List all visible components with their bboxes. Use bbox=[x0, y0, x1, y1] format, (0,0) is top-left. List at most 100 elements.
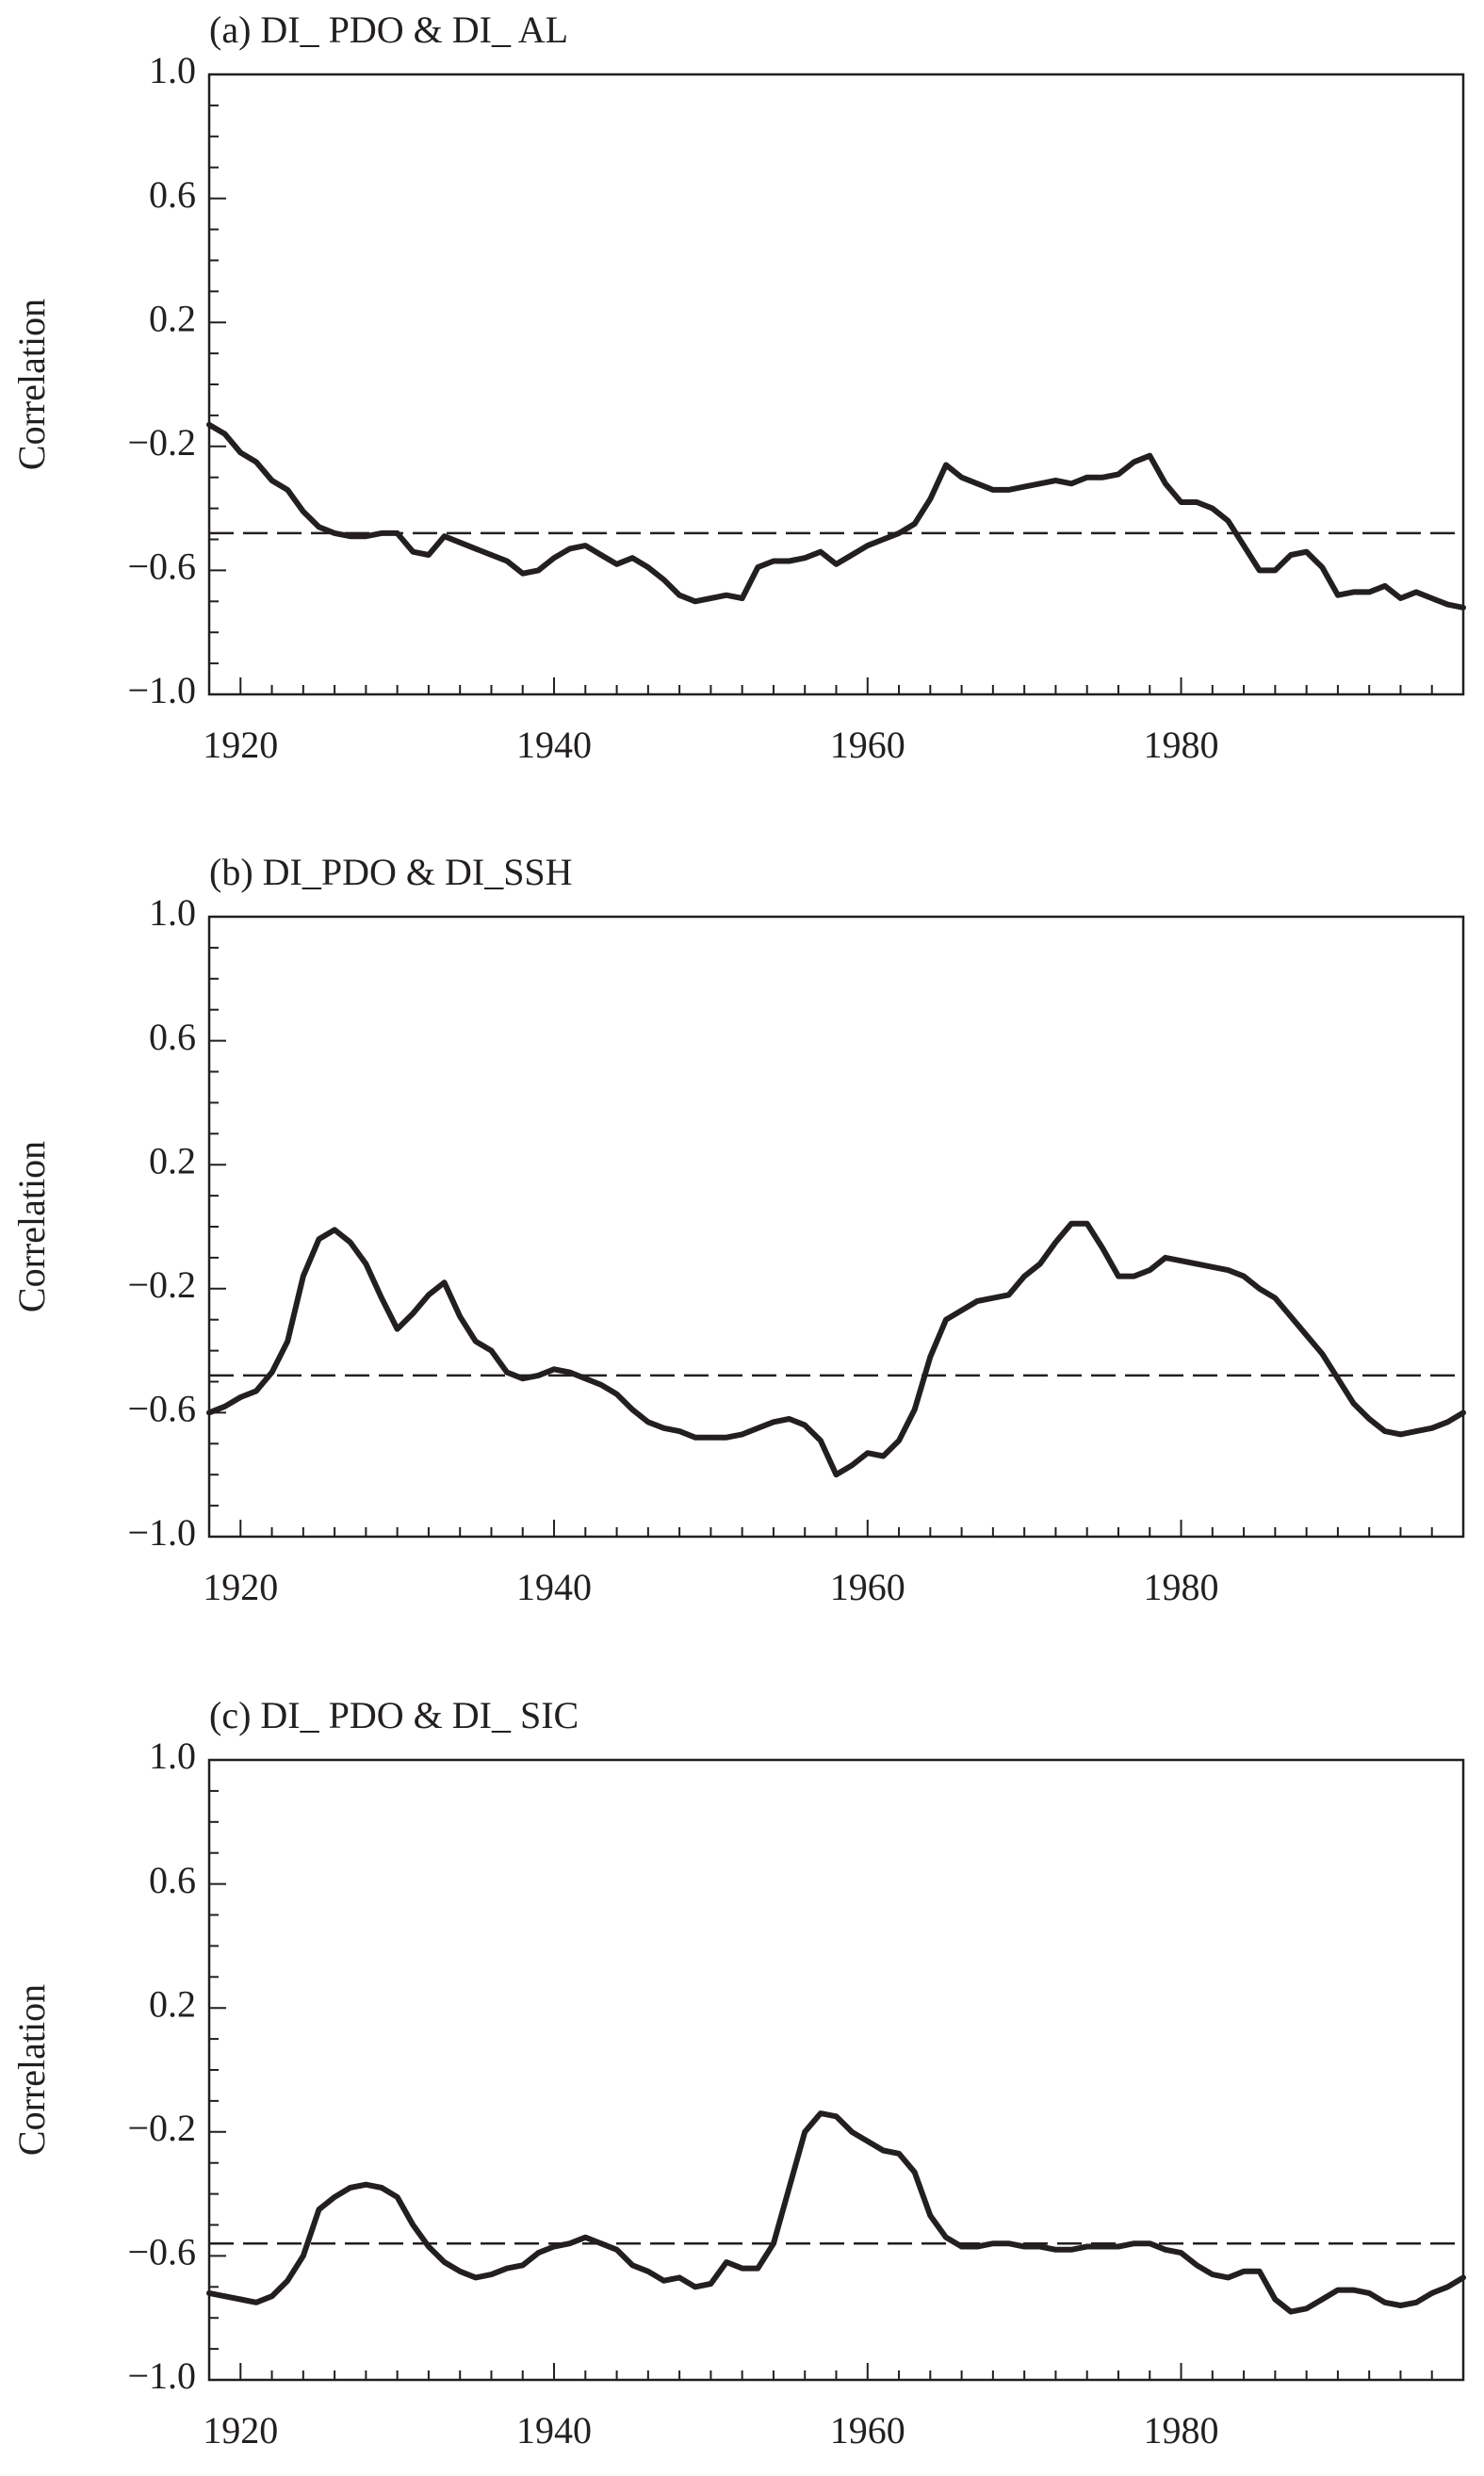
data-point bbox=[411, 1311, 415, 1315]
data-point bbox=[1430, 596, 1434, 600]
data-point bbox=[411, 2224, 415, 2226]
data-point bbox=[1289, 553, 1293, 557]
panel-c: (c) DI_ PDO & DI_ SIC Correlation 1.0 0.6 0.… bbox=[10, 1694, 1466, 2452]
data-point bbox=[1007, 488, 1010, 492]
x-tick-label: 1940 bbox=[516, 1566, 592, 1608]
x-tick-label: 1980 bbox=[1144, 724, 1219, 766]
data-point bbox=[1117, 2245, 1120, 2248]
x-tick-label: 1960 bbox=[830, 1566, 905, 1608]
data-point bbox=[709, 596, 712, 600]
data-point bbox=[1399, 1432, 1402, 1436]
data-point bbox=[396, 1328, 400, 1331]
data-point bbox=[474, 2275, 478, 2279]
data-point bbox=[254, 1389, 258, 1393]
data-point bbox=[741, 596, 744, 600]
data-point bbox=[318, 525, 320, 529]
y-tick-label: 1.0 bbox=[149, 49, 196, 91]
data-point bbox=[960, 2245, 964, 2248]
data-point bbox=[835, 562, 838, 566]
data-point bbox=[1226, 519, 1230, 523]
data-point bbox=[1273, 2298, 1277, 2301]
data-point bbox=[583, 1376, 587, 1380]
data-point bbox=[1258, 568, 1262, 572]
data-point bbox=[333, 2195, 336, 2199]
data-point bbox=[693, 1436, 697, 1440]
data-point bbox=[1069, 481, 1073, 485]
data-point bbox=[1289, 1314, 1293, 1318]
data-point bbox=[1320, 565, 1324, 569]
data-point bbox=[881, 538, 885, 541]
data-point bbox=[270, 1371, 274, 1375]
data-point bbox=[505, 560, 509, 562]
data-point bbox=[662, 2279, 665, 2283]
data-point bbox=[1038, 481, 1042, 485]
panel-title: (a) DI_ PDO & DI_ AL bbox=[209, 8, 568, 51]
data-point bbox=[1305, 2306, 1309, 2310]
data-point bbox=[1352, 1402, 1355, 1405]
data-point bbox=[866, 2140, 870, 2143]
data-point bbox=[1320, 1352, 1324, 1356]
y-tick-label: 0.2 bbox=[149, 297, 196, 339]
x-tick-label: 1980 bbox=[1144, 1566, 1219, 1608]
data-point bbox=[1305, 1333, 1309, 1337]
data-point bbox=[630, 556, 634, 560]
data-point bbox=[1258, 2270, 1262, 2273]
data-point bbox=[223, 2294, 227, 2298]
data-point bbox=[1352, 2289, 1355, 2292]
data-point bbox=[693, 599, 697, 603]
data-point bbox=[411, 550, 415, 554]
data-point bbox=[536, 1374, 540, 1377]
data-point bbox=[850, 553, 854, 557]
data-point bbox=[756, 2267, 759, 2271]
data-point bbox=[505, 1371, 509, 1375]
data-point bbox=[333, 531, 336, 535]
data-point bbox=[819, 550, 823, 554]
data-point bbox=[850, 2130, 854, 2134]
data-point bbox=[913, 522, 917, 526]
y-tick-label: 1.0 bbox=[149, 1735, 196, 1777]
data-point bbox=[583, 2236, 587, 2240]
data-point bbox=[238, 1395, 242, 1399]
data-point bbox=[991, 488, 995, 492]
data-point bbox=[772, 2241, 775, 2245]
data-point bbox=[1164, 1256, 1167, 1260]
y-tick-label: −0.6 bbox=[127, 546, 196, 588]
data-point bbox=[1022, 1275, 1026, 1279]
data-point bbox=[349, 534, 352, 538]
y-tick-label: −0.2 bbox=[127, 421, 196, 464]
data-point bbox=[819, 2111, 823, 2115]
data-point bbox=[1336, 594, 1340, 597]
data-point bbox=[1069, 1222, 1073, 1226]
x-tick-label: 1980 bbox=[1144, 2409, 1219, 2452]
data-point bbox=[223, 432, 227, 436]
data-point bbox=[850, 1463, 854, 1467]
data-point bbox=[866, 1451, 870, 1455]
data-point bbox=[1273, 568, 1277, 572]
data-point bbox=[1367, 2291, 1371, 2295]
data-point bbox=[427, 1293, 431, 1296]
data-point bbox=[474, 546, 478, 550]
data-point bbox=[1148, 1268, 1151, 1272]
y-axis-label: Correlation bbox=[10, 1141, 53, 1312]
data-point bbox=[1022, 485, 1026, 489]
data-point bbox=[709, 1436, 712, 1440]
y-tick-label: 1.0 bbox=[149, 891, 196, 934]
data-point bbox=[615, 562, 619, 566]
data-point bbox=[599, 2241, 603, 2245]
data-point bbox=[1336, 2289, 1340, 2292]
data-point bbox=[881, 2149, 885, 2152]
data-point bbox=[285, 2279, 289, 2283]
data-point bbox=[270, 479, 274, 482]
data-point bbox=[536, 2251, 540, 2255]
data-point bbox=[975, 1299, 979, 1303]
data-point bbox=[490, 1349, 493, 1353]
data-point bbox=[1038, 1262, 1042, 1265]
data-point bbox=[238, 450, 242, 454]
data-point bbox=[254, 2301, 258, 2305]
data-point bbox=[458, 1314, 462, 1318]
data-point bbox=[1336, 1376, 1340, 1380]
data-point bbox=[803, 556, 807, 560]
data-point bbox=[1148, 454, 1151, 458]
data-point bbox=[1445, 1420, 1449, 1424]
